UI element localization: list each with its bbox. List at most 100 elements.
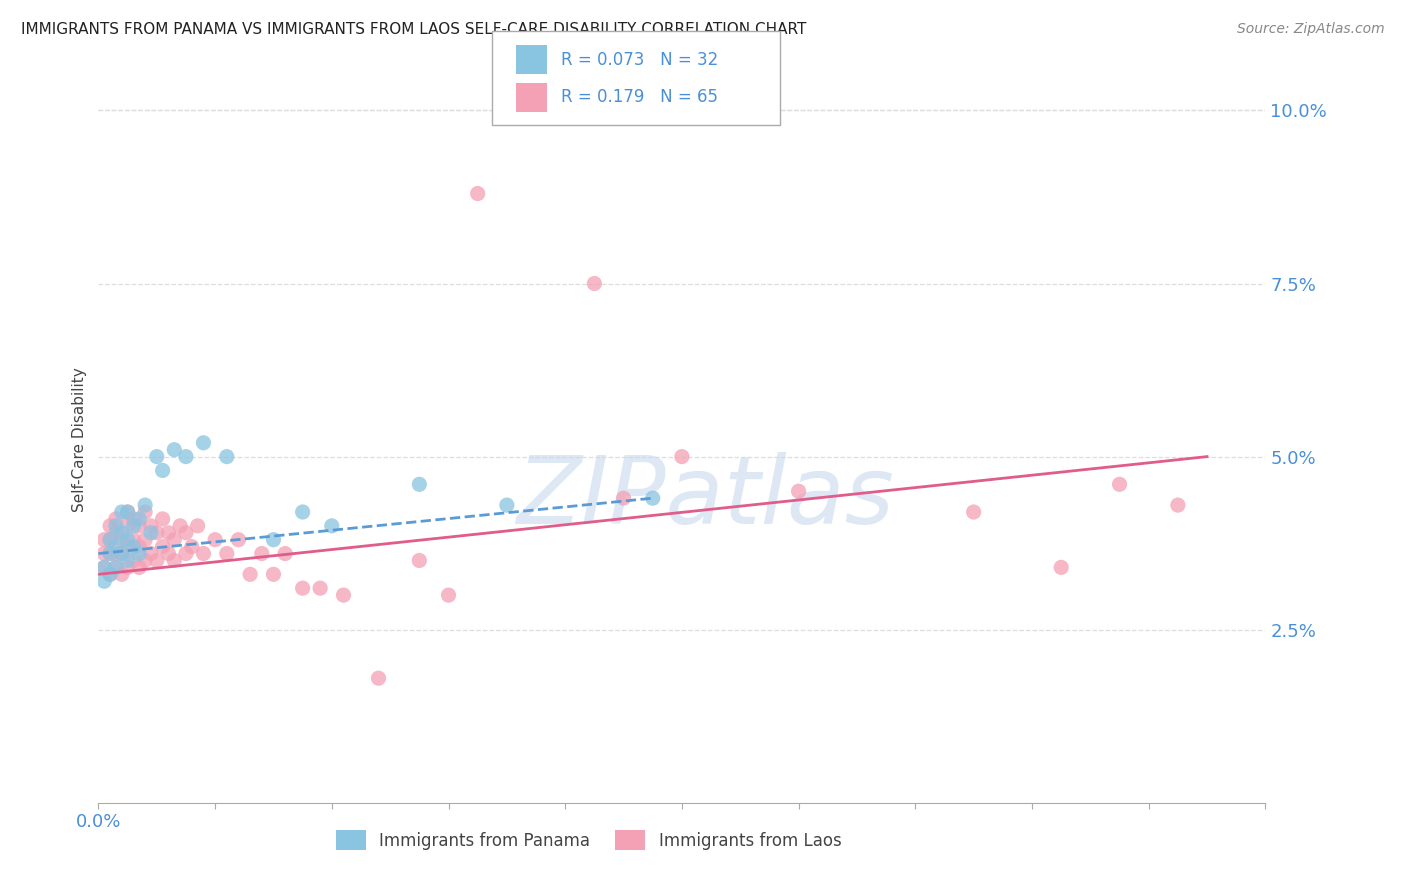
Point [134, 533, 156, 547]
Point [641, 491, 664, 505]
Point [93, 547, 115, 561]
Point [1050, 560, 1073, 574]
Point [408, 477, 430, 491]
Point [98, 533, 121, 547]
Text: R = 0.073   N = 32: R = 0.073 N = 32 [561, 51, 718, 69]
Point [93, 560, 115, 574]
Point [262, 567, 284, 582]
Point [146, 450, 169, 464]
Point [104, 512, 127, 526]
Point [139, 525, 162, 540]
Point [93, 574, 115, 589]
Point [117, 519, 139, 533]
Point [128, 540, 150, 554]
Point [104, 560, 127, 574]
Point [117, 505, 139, 519]
Point [134, 498, 156, 512]
Point [98, 567, 121, 582]
Point [128, 560, 150, 574]
Point [111, 547, 134, 561]
Point [204, 533, 226, 547]
Point [128, 512, 150, 526]
Point [291, 505, 314, 519]
Point [98, 519, 121, 533]
Point [122, 553, 145, 567]
Point [98, 547, 121, 561]
Point [134, 505, 156, 519]
Point [157, 525, 180, 540]
Point [467, 186, 489, 201]
Point [117, 560, 139, 574]
Y-axis label: Self-Care Disability: Self-Care Disability [72, 367, 87, 512]
Point [104, 519, 127, 533]
Point [180, 540, 202, 554]
Point [117, 540, 139, 554]
Point [163, 533, 186, 547]
Point [98, 533, 121, 547]
Point [104, 560, 127, 574]
Point [321, 519, 343, 533]
Point [117, 553, 139, 567]
Point [671, 450, 693, 464]
Point [128, 519, 150, 533]
Point [152, 463, 174, 477]
Point [291, 581, 314, 595]
Point [122, 519, 145, 533]
Point [187, 519, 209, 533]
Point [152, 540, 174, 554]
Point [139, 519, 162, 533]
Point [122, 512, 145, 526]
Point [262, 533, 284, 547]
Point [193, 547, 215, 561]
Point [174, 525, 197, 540]
Point [1108, 477, 1130, 491]
Point [274, 547, 297, 561]
Point [104, 525, 127, 540]
Point [128, 547, 150, 561]
Point [239, 567, 262, 582]
Point [367, 671, 389, 685]
Point [962, 505, 984, 519]
Point [174, 450, 197, 464]
Point [111, 505, 134, 519]
Point [215, 547, 238, 561]
Point [169, 519, 191, 533]
Point [146, 525, 169, 540]
Point [139, 547, 162, 561]
Point [309, 581, 332, 595]
Point [215, 450, 238, 464]
Point [250, 547, 273, 561]
Point [437, 588, 460, 602]
Point [152, 512, 174, 526]
Point [163, 442, 186, 457]
Point [111, 525, 134, 540]
Text: R = 0.179   N = 65: R = 0.179 N = 65 [561, 88, 718, 106]
Point [496, 498, 519, 512]
Point [117, 533, 139, 547]
Point [157, 547, 180, 561]
Point [228, 533, 250, 547]
Legend: Immigrants from Panama, Immigrants from Laos: Immigrants from Panama, Immigrants from … [329, 823, 848, 856]
Point [122, 533, 145, 547]
Text: IMMIGRANTS FROM PANAMA VS IMMIGRANTS FROM LAOS SELF-CARE DISABILITY CORRELATION : IMMIGRANTS FROM PANAMA VS IMMIGRANTS FRO… [21, 22, 807, 37]
Point [93, 533, 115, 547]
Text: ZIPatlas: ZIPatlas [516, 452, 894, 543]
Point [146, 553, 169, 567]
Point [134, 553, 156, 567]
Point [117, 505, 139, 519]
Point [111, 533, 134, 547]
Point [104, 547, 127, 561]
Point [98, 567, 121, 582]
Point [163, 553, 186, 567]
Point [583, 277, 606, 291]
Point [332, 588, 354, 602]
Point [93, 560, 115, 574]
Point [612, 491, 634, 505]
Point [174, 547, 197, 561]
Point [193, 435, 215, 450]
Point [122, 540, 145, 554]
Point [408, 553, 430, 567]
Point [98, 547, 121, 561]
Point [111, 547, 134, 561]
Point [104, 540, 127, 554]
